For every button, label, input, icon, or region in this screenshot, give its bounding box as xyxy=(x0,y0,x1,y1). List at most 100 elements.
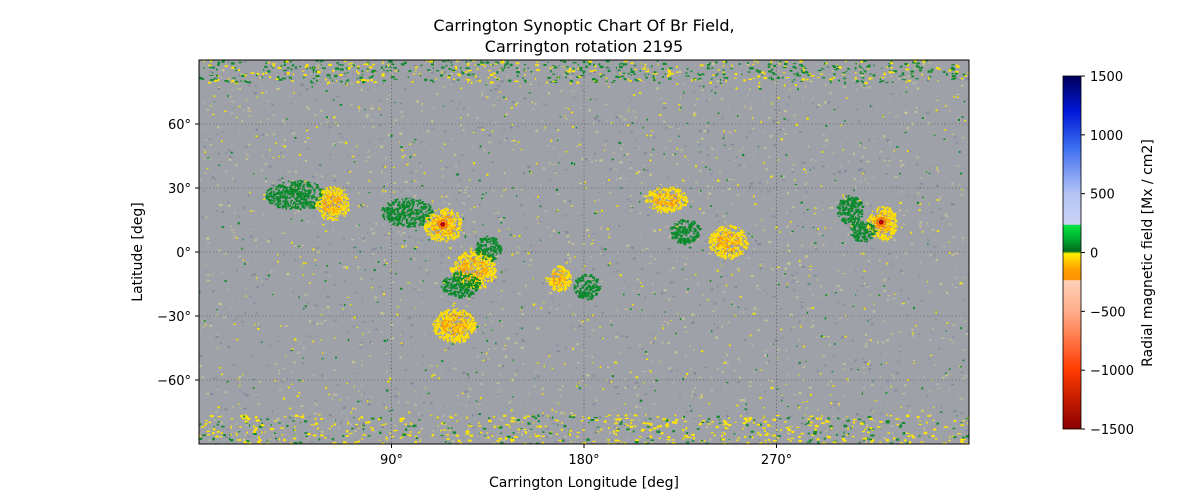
flux-speck xyxy=(449,415,452,418)
polar-flux-speck xyxy=(918,435,921,437)
texture-pixel xyxy=(965,78,969,81)
flux-speck xyxy=(926,281,929,283)
flux-speck xyxy=(539,205,542,208)
flux-speck xyxy=(840,124,843,126)
texture-pixel xyxy=(422,355,424,358)
chart-title-line1: Carrington Synoptic Chart Of Br Field, xyxy=(433,16,734,35)
flux-speck xyxy=(305,435,308,438)
texture-pixel xyxy=(722,298,725,301)
flux-speck xyxy=(438,377,441,380)
texture-pixel xyxy=(292,152,294,154)
polar-flux-speck xyxy=(275,78,279,80)
region-pixel xyxy=(404,214,407,216)
texture-pixel xyxy=(863,147,867,149)
region-pixel xyxy=(412,217,414,220)
polar-flux-speck xyxy=(487,436,490,439)
polar-flux-speck xyxy=(863,437,867,440)
texture-pixel xyxy=(300,405,304,407)
texture-pixel xyxy=(420,164,422,167)
texture-pixel xyxy=(928,414,933,417)
texture-pixel xyxy=(666,378,670,380)
flux-speck xyxy=(825,294,828,296)
polar-flux-speck xyxy=(234,66,237,69)
polar-flux-speck xyxy=(546,415,550,417)
flux-speck xyxy=(233,323,236,325)
texture-pixel xyxy=(228,158,232,161)
texture-pixel xyxy=(882,135,886,138)
texture-pixel xyxy=(553,163,556,165)
polar-flux-speck xyxy=(888,63,891,65)
texture-pixel xyxy=(790,366,794,368)
texture-pixel xyxy=(799,67,803,70)
texture-pixel xyxy=(837,270,841,272)
polar-flux-speck xyxy=(814,424,819,428)
texture-pixel xyxy=(506,337,510,340)
texture-pixel xyxy=(902,300,905,303)
texture-pixel xyxy=(267,240,270,243)
texture-pixel xyxy=(505,187,509,190)
texture-pixel xyxy=(742,147,745,149)
polar-flux-speck xyxy=(867,431,870,434)
texture-pixel xyxy=(623,118,627,121)
texture-pixel xyxy=(761,263,763,266)
texture-pixel xyxy=(502,348,507,350)
flux-speck xyxy=(819,372,822,375)
texture-pixel xyxy=(821,290,823,292)
flux-speck xyxy=(785,383,787,385)
texture-pixel xyxy=(787,192,789,195)
polar-flux-speck xyxy=(870,439,875,442)
flux-speck xyxy=(502,217,506,219)
flux-speck xyxy=(302,274,305,276)
region-pixel xyxy=(423,217,425,220)
texture-pixel xyxy=(243,408,247,410)
texture-pixel xyxy=(756,284,759,287)
texture-pixel xyxy=(660,291,664,295)
flux-speck xyxy=(767,354,769,357)
texture-pixel xyxy=(769,406,772,408)
texture-pixel xyxy=(778,109,781,112)
texture-pixel xyxy=(249,235,254,238)
polar-flux-speck xyxy=(921,73,923,76)
texture-pixel xyxy=(649,333,652,335)
texture-pixel xyxy=(387,288,391,290)
flux-speck xyxy=(265,177,267,180)
texture-pixel xyxy=(742,164,746,167)
texture-pixel xyxy=(382,403,386,406)
polar-flux-speck xyxy=(408,434,412,437)
flux-speck xyxy=(548,354,551,357)
texture-pixel xyxy=(215,178,217,180)
polar-flux-speck xyxy=(869,73,872,75)
texture-pixel xyxy=(879,427,882,430)
flux-speck xyxy=(293,91,295,94)
texture-pixel xyxy=(932,256,936,258)
polar-flux-speck xyxy=(676,71,678,74)
polar-flux-speck xyxy=(440,429,442,432)
polar-flux-speck xyxy=(537,69,541,71)
texture-pixel xyxy=(248,194,250,197)
texture-pixel xyxy=(543,167,545,170)
texture-pixel xyxy=(306,188,308,191)
texture-pixel xyxy=(750,182,754,185)
polar-flux-speck xyxy=(535,64,539,66)
texture-pixel xyxy=(360,393,364,396)
texture-pixel xyxy=(208,157,211,160)
polar-flux-speck xyxy=(952,77,957,79)
region-pixel xyxy=(393,208,396,212)
polar-flux-speck xyxy=(867,68,869,70)
texture-pixel xyxy=(239,388,241,392)
texture-pixel xyxy=(517,420,521,423)
flux-speck xyxy=(861,392,863,395)
texture-pixel xyxy=(510,125,513,129)
texture-pixel xyxy=(861,358,865,360)
polar-flux-speck xyxy=(600,428,602,431)
polar-flux-speck xyxy=(593,417,598,419)
texture-pixel xyxy=(653,380,655,383)
polar-flux-speck xyxy=(543,63,547,66)
polar-flux-speck xyxy=(404,423,408,426)
texture-pixel xyxy=(402,232,406,234)
polar-flux-speck xyxy=(791,80,794,83)
texture-pixel xyxy=(599,290,602,293)
texture-pixel xyxy=(254,238,257,242)
texture-pixel xyxy=(530,251,533,254)
texture-pixel xyxy=(608,67,611,69)
